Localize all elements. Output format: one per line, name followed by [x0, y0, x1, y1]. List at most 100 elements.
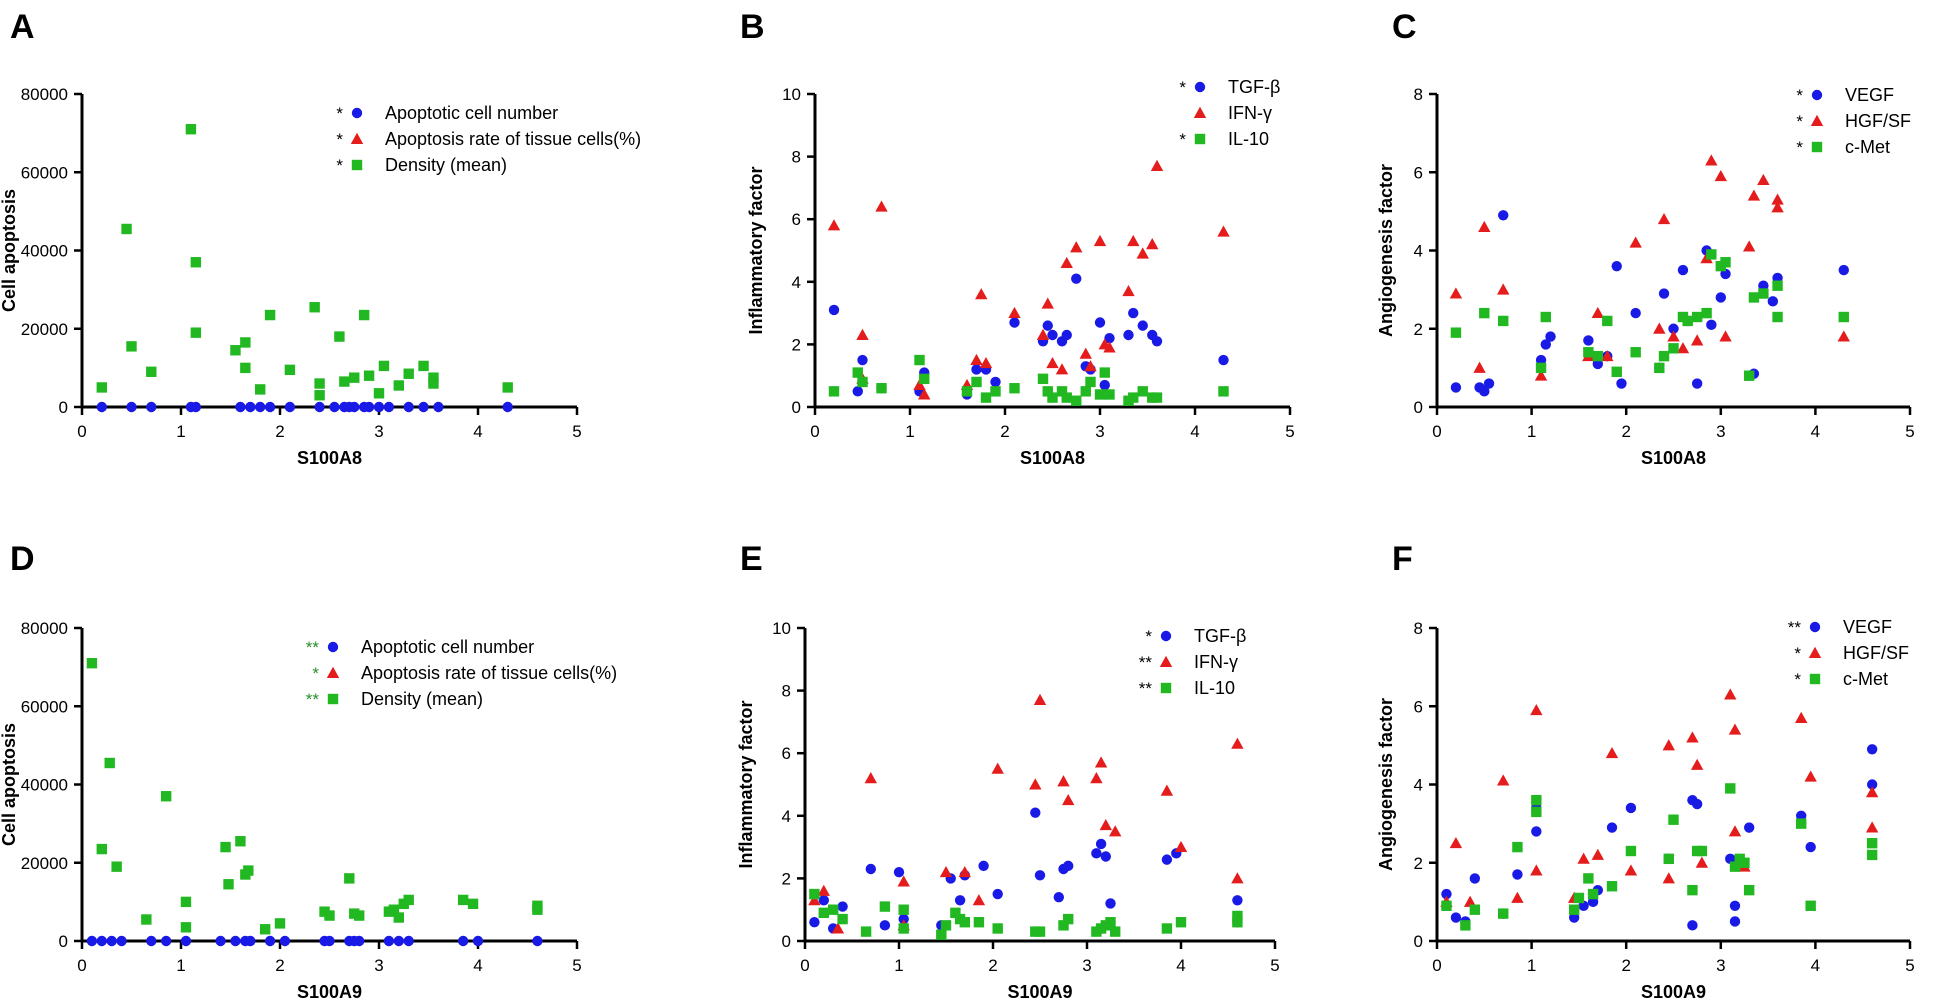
data-point-ifn: [1033, 693, 1047, 705]
data-point-vegf: [1720, 268, 1731, 280]
data-point-hgf-sf: [1653, 322, 1666, 334]
y-tick-label: 0: [792, 398, 801, 417]
data-point-hgf-sf: [1667, 330, 1680, 342]
data-point-ifn: [972, 894, 986, 906]
x-tick-label: 3: [1095, 422, 1104, 441]
data-point-vegf: [1691, 378, 1703, 389]
data-point-c-met: [1602, 315, 1613, 327]
data-point-c-met: [1535, 362, 1547, 374]
data-point-c-met: [1838, 311, 1849, 323]
data-point-ifn: [831, 922, 845, 934]
data-point-tgf: [954, 895, 966, 906]
data-point-c-met: [1729, 861, 1741, 872]
data-point-vegf: [1706, 319, 1717, 331]
data-point-il-10: [961, 386, 973, 397]
x-axis-title: S100A8: [297, 448, 362, 468]
legend-label: Apoptosis rate of tissue cells(%): [361, 663, 617, 683]
data-point-density-mean: [180, 922, 192, 933]
y-tick-label: 60000: [21, 697, 68, 716]
data-point-ifn: [1217, 225, 1230, 237]
data-point-vegf: [1450, 912, 1462, 923]
x-tick-label: 4: [1176, 956, 1185, 975]
x-tick-label: 3: [374, 422, 383, 441]
data-point-tgf: [1128, 307, 1139, 319]
data-point-apoptotic-cell-number: [457, 935, 469, 947]
data-point-hgf-sf: [1771, 201, 1784, 213]
data-point-vegf: [1772, 272, 1783, 284]
data-point-ifn: [1093, 234, 1107, 247]
data-point-ifn: [1062, 793, 1075, 806]
x-tick-label: 2: [1621, 422, 1630, 441]
data-point-apoptotic-cell-number: [106, 935, 117, 947]
y-tick-label: 8: [1414, 85, 1423, 104]
data-point-c-met: [1866, 837, 1878, 849]
data-point-vegf: [1469, 873, 1481, 884]
legend-marker: [1193, 106, 1207, 118]
y-tick-label: 10: [772, 619, 791, 638]
legend-significance: **: [306, 690, 320, 709]
legend-label: c-Met: [1843, 669, 1888, 689]
data-point-density-mean: [378, 360, 390, 372]
data-point-il-10: [1009, 383, 1020, 394]
x-tick-label: 2: [275, 422, 284, 441]
data-point-density-mean: [264, 309, 276, 321]
chart-panel-e: E 0 1 2 3 4 5 0 2 4 6 8 10 S100A9 Inflammatory factor *…: [736, 540, 1280, 1002]
data-point-density-mean: [235, 836, 246, 847]
x-tick-label: 0: [1432, 956, 1441, 975]
data-point-c-met: [1668, 814, 1679, 825]
y-tick-label: 0: [59, 398, 68, 417]
data-point-apoptotic-cell-number: [373, 401, 385, 413]
legend-significance: **: [1788, 618, 1802, 637]
data-point-density-mean: [220, 841, 231, 853]
data-point-density-mean: [349, 372, 360, 383]
legend-significance: *: [1179, 78, 1186, 97]
data-point-c-met: [1583, 873, 1594, 884]
data-point-ifn: [1231, 872, 1244, 884]
x-tick-label: 2: [1621, 956, 1630, 975]
legend-label: VEGF: [1843, 617, 1892, 637]
data-point-tgf: [1053, 891, 1065, 903]
data-point-il-10: [1175, 917, 1187, 928]
y-axis-title: Inflammatory factor: [746, 166, 766, 334]
legend-label: Density (mean): [361, 689, 483, 709]
data-point-ifn: [1146, 238, 1159, 250]
data-point-density-mean: [223, 879, 234, 890]
data-point-vegf: [1441, 888, 1452, 900]
data-point-density-mean: [388, 904, 400, 915]
data-point-apoptotic-cell-number: [116, 935, 127, 947]
data-point-c-met: [1743, 884, 1755, 896]
data-point-density-mean: [502, 382, 513, 393]
data-point-apoptotic-cell-number: [284, 401, 296, 413]
data-point-density-mean: [403, 368, 414, 379]
data-point-vegf: [1540, 339, 1551, 350]
x-tick-label: 3: [374, 956, 383, 975]
data-point-il-10: [971, 376, 982, 388]
data-point-ifn: [1070, 241, 1083, 253]
data-point-ifn: [918, 388, 931, 400]
data-point-il-10: [857, 376, 868, 388]
data-point-tgf: [865, 863, 876, 875]
x-axis-title: S100A9: [1007, 982, 1072, 1002]
data-point-il-10: [914, 354, 925, 366]
data-point-vegf: [1658, 288, 1670, 299]
data-point-vegf: [1606, 822, 1618, 833]
data-point-density-mean: [274, 918, 286, 929]
data-point-tgf: [818, 895, 829, 906]
y-tick-label: 2: [792, 335, 801, 354]
data-point-tgf: [1034, 870, 1046, 881]
data-point-il-10: [1104, 389, 1115, 400]
data-point-hgf-sf: [1757, 173, 1770, 186]
data-point-vegf: [1691, 798, 1703, 810]
data-point-tgf: [992, 888, 1003, 900]
x-axis-title: S100A9: [1641, 982, 1706, 1002]
x-tick-label: 4: [1190, 422, 1199, 441]
data-point-apoptotic-cell-number: [383, 401, 395, 413]
data-point-ifn: [1090, 772, 1103, 784]
legend-marker: [1810, 114, 1824, 126]
data-point-density-mean: [146, 366, 157, 377]
data-point-density-mean: [314, 378, 325, 389]
data-point-il-10: [950, 907, 961, 919]
x-tick-label: 4: [1811, 956, 1820, 975]
legend-marker: [1160, 682, 1172, 694]
legend-marker: [1808, 646, 1822, 658]
